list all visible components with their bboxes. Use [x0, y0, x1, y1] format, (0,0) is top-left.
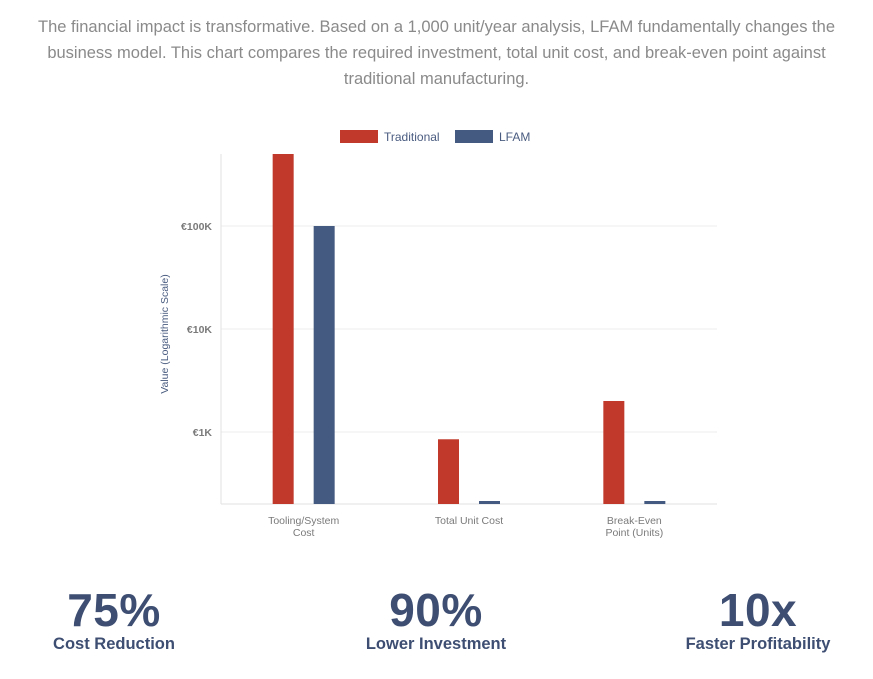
bar-traditional-1 [272, 154, 294, 504]
investment-comparison-chart: Traditional LFAM €1K €10K €100K Value (Logar… [159, 130, 717, 539]
y-axis-title: Value (Logarithmic Scale) [159, 274, 171, 393]
y-tick-label: €10K [187, 324, 213, 336]
stat-faster-profitability: 10x Faster Profitability [628, 582, 873, 654]
bar-traditional-3 [603, 400, 625, 504]
bar-lfam-1 [313, 225, 335, 505]
x-tick-label: Total Unit Cost [435, 515, 503, 527]
bar-lfam-2 [479, 501, 500, 504]
legend-label-traditional: Traditional [384, 130, 440, 144]
stat-label: Lower Investment [365, 635, 507, 653]
chart-legend: Traditional LFAM [340, 130, 530, 144]
x-tick-label: Break-Even [607, 515, 662, 527]
stat-value: 90% [389, 584, 483, 636]
stat-label: Cost Reduction [53, 635, 175, 653]
intro-paragraph: The financial impact is transformative. … [37, 18, 835, 88]
stat-label: Faster Profitability [685, 635, 831, 653]
x-tick-label: Point (Units) [605, 527, 663, 539]
y-tick-label: €100K [181, 221, 212, 233]
stat-lower-investment: 90% Lower Investment [306, 582, 566, 654]
chart-gridlines [221, 225, 717, 433]
legend-swatch-lfam [455, 130, 493, 143]
legend-swatch-traditional [340, 130, 378, 143]
stat-cost-reduction: 75% Cost Reduction [0, 582, 244, 654]
legend-label-lfam: LFAM [499, 130, 530, 144]
x-tick-label: Tooling/System [268, 515, 339, 527]
chart-labels: €1K €10K €100K Value (Logarithmic Scale) Too… [159, 221, 663, 539]
stat-value: 10x [718, 584, 798, 636]
chart-axes [220, 154, 717, 505]
x-tick-label: Cost [293, 527, 315, 539]
bar-lfam-3 [644, 501, 666, 504]
chart-bars [272, 154, 666, 505]
stat-value: 75% [67, 584, 161, 636]
bar-traditional-2 [438, 439, 459, 504]
y-tick-label: €1K [193, 427, 213, 439]
